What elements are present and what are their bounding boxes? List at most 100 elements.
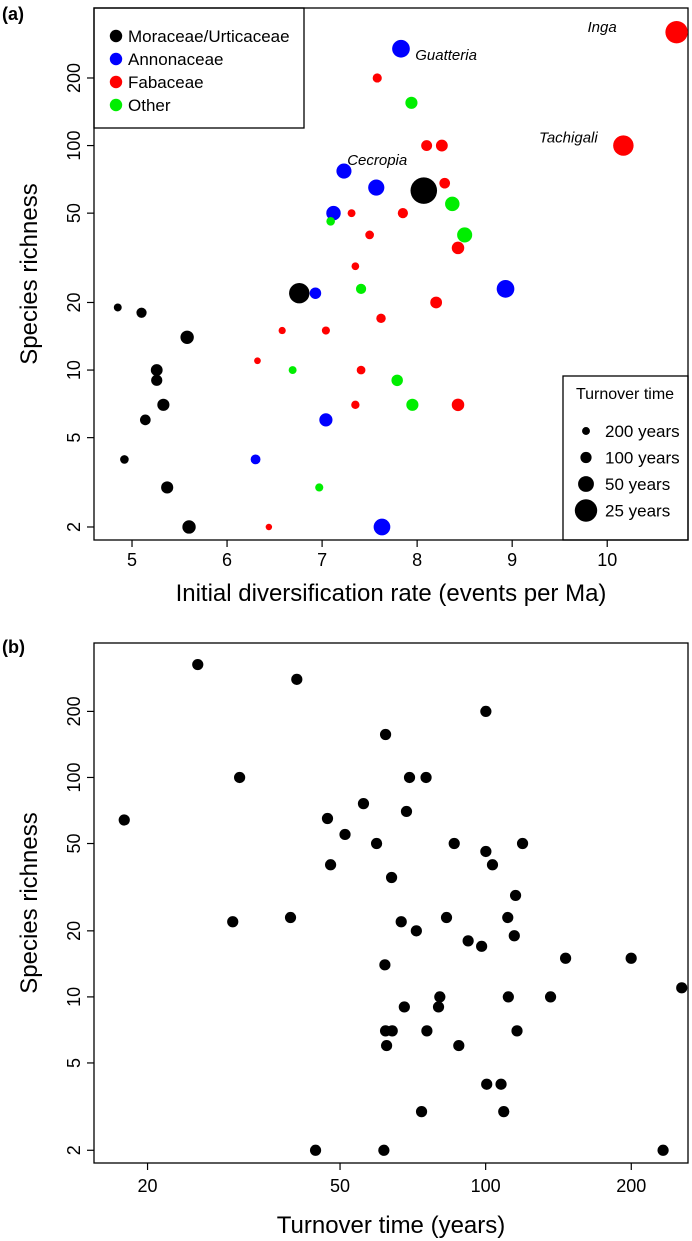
data-point <box>250 454 261 465</box>
data-point <box>373 518 391 536</box>
x-tick-label: 6 <box>222 550 232 570</box>
panel-b-frame <box>93 642 689 1164</box>
data-point <box>370 837 383 850</box>
data-point <box>613 135 634 156</box>
data-point <box>113 303 122 312</box>
data-point <box>400 805 413 818</box>
data-point <box>435 139 448 152</box>
x-tick-label: 8 <box>412 550 422 570</box>
data-point <box>398 1001 410 1013</box>
data-point <box>462 935 474 947</box>
data-point <box>448 837 460 850</box>
data-point <box>326 205 341 221</box>
panel-a-group-legend: Moraceae/Urticaceae Annonaceae Fabaceae Oth… <box>93 7 305 129</box>
panel-b: (b) 20 50 100 200 2 5 10 20 50 100 200 Turnover t… <box>2 637 689 1239</box>
data-point <box>486 859 499 871</box>
y-tick-label: 10 <box>64 360 84 380</box>
data-point <box>445 196 460 212</box>
y-tick-label: 100 <box>64 131 84 161</box>
data-point <box>376 313 386 324</box>
size-legend-marker <box>574 499 598 522</box>
x-tick-label: 10 <box>597 550 617 570</box>
legend-label: Fabaceae <box>128 73 204 92</box>
data-point <box>511 1025 523 1037</box>
data-point <box>405 96 418 109</box>
y-tick-label: 20 <box>64 921 84 941</box>
data-point <box>495 1078 507 1090</box>
data-point <box>351 262 360 271</box>
x-tick-label: 9 <box>507 550 517 570</box>
data-point <box>182 520 196 534</box>
data-point <box>192 658 204 671</box>
size-legend-marker <box>578 476 594 492</box>
data-point <box>665 20 688 44</box>
data-point <box>288 366 297 375</box>
data-point <box>509 889 522 902</box>
data-point <box>289 282 310 304</box>
data-point <box>559 952 572 964</box>
data-point <box>508 930 520 942</box>
data-point <box>357 798 370 810</box>
data-point <box>326 216 335 226</box>
data-point <box>315 483 324 492</box>
data-point <box>391 374 403 387</box>
data-point <box>278 326 286 335</box>
data-point <box>451 398 465 412</box>
data-point <box>502 991 514 1003</box>
genus-annotation: Inga <box>588 19 617 36</box>
legend-marker <box>109 98 123 112</box>
size-legend-label: 50 years <box>605 475 670 494</box>
data-point <box>421 140 433 152</box>
data-point <box>355 283 367 294</box>
data-point <box>415 1106 428 1118</box>
data-point <box>265 523 273 531</box>
data-point <box>451 241 465 255</box>
legend-marker <box>109 29 123 43</box>
data-point <box>378 1144 390 1156</box>
data-point <box>420 771 432 784</box>
data-point <box>657 1144 669 1156</box>
y-tick-label: 200 <box>64 63 84 93</box>
panel-a: (a) 5 6 7 8 9 10 2 5 10 20 50 100 200 Inga Guatteria… <box>2 4 689 607</box>
data-point <box>379 959 391 971</box>
data-point <box>309 287 322 299</box>
data-point <box>496 280 515 298</box>
data-point <box>356 365 366 375</box>
data-point <box>502 911 514 924</box>
x-tick-label: 5 <box>127 550 137 570</box>
data-point <box>118 814 130 826</box>
legend-marker <box>109 52 123 66</box>
data-point <box>385 871 398 884</box>
data-point <box>136 307 147 318</box>
panel-a-y-axis-title: Species richness <box>16 183 43 364</box>
data-point <box>180 330 194 344</box>
data-point <box>284 911 297 924</box>
y-tick-label: 5 <box>64 1058 84 1068</box>
x-tick-label: 20 <box>138 1176 158 1196</box>
data-point <box>365 230 374 240</box>
data-point <box>157 398 170 411</box>
x-tick-label: 7 <box>317 550 327 570</box>
y-tick-label: 2 <box>64 522 84 532</box>
x-tick-label: 100 <box>471 1176 501 1196</box>
data-point <box>480 705 492 718</box>
panel-b-x-axis: 20 50 100 200 <box>138 1163 646 1196</box>
data-point <box>161 481 174 494</box>
size-legend-title: Turnover time <box>576 386 674 403</box>
data-point <box>139 414 151 426</box>
data-point <box>324 859 337 871</box>
data-point <box>150 364 163 376</box>
y-tick-label: 200 <box>64 696 84 726</box>
data-point <box>234 771 246 784</box>
panel-b-y-axis: 2 5 10 20 50 100 200 <box>64 696 94 1155</box>
size-legend-marker <box>582 427 590 435</box>
data-point <box>379 728 392 741</box>
legend-label: Moraceae/Urticaceae <box>128 27 290 46</box>
panel-a-frame <box>93 7 689 541</box>
y-tick-label: 2 <box>64 1145 84 1155</box>
panel-b-x-axis-title: Turnover time (years) <box>277 1212 506 1239</box>
y-tick-label: 20 <box>64 292 84 312</box>
panel-b-y-axis-title: Species richness <box>16 812 43 993</box>
data-point <box>676 982 688 994</box>
